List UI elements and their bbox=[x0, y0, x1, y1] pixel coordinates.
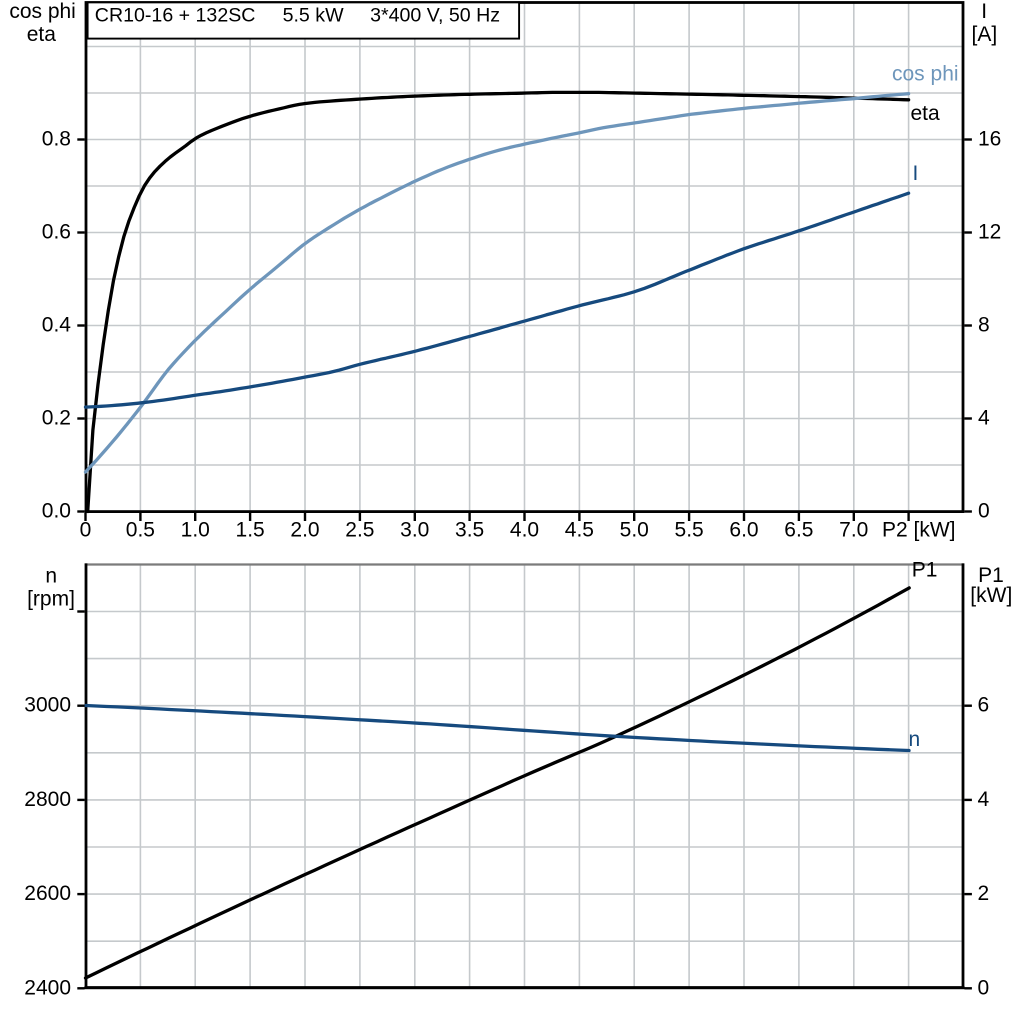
svg-text:3*400 V, 50 Hz: 3*400 V, 50 Hz bbox=[370, 4, 500, 26]
svg-text:0.6: 0.6 bbox=[42, 221, 71, 244]
svg-text:6.5: 6.5 bbox=[784, 518, 813, 541]
svg-text:[rpm]: [rpm] bbox=[27, 588, 75, 611]
svg-text:0: 0 bbox=[978, 500, 990, 523]
svg-text:I: I bbox=[981, 0, 987, 23]
svg-text:2.5: 2.5 bbox=[345, 518, 374, 541]
svg-text:0.5: 0.5 bbox=[126, 518, 155, 541]
svg-text:cos phi: cos phi bbox=[9, 0, 76, 23]
svg-text:n: n bbox=[45, 565, 57, 588]
svg-text:4.0: 4.0 bbox=[510, 518, 539, 541]
svg-text:0.0: 0.0 bbox=[42, 500, 71, 523]
svg-text:I: I bbox=[913, 162, 919, 185]
svg-text:5.5: 5.5 bbox=[675, 518, 704, 541]
svg-text:n: n bbox=[909, 728, 921, 751]
svg-text:2400: 2400 bbox=[24, 976, 71, 999]
svg-text:16: 16 bbox=[978, 128, 1001, 151]
svg-text:6: 6 bbox=[978, 694, 990, 717]
svg-text:[kW]: [kW] bbox=[970, 584, 1012, 607]
svg-text:eta: eta bbox=[911, 102, 941, 125]
svg-text:0.4: 0.4 bbox=[42, 314, 72, 337]
svg-text:P1: P1 bbox=[912, 559, 938, 582]
svg-text:1.5: 1.5 bbox=[236, 518, 265, 541]
svg-text:0.2: 0.2 bbox=[42, 407, 71, 430]
svg-text:2800: 2800 bbox=[24, 788, 71, 811]
svg-text:cos phi: cos phi bbox=[892, 63, 959, 86]
svg-text:4: 4 bbox=[978, 788, 990, 811]
svg-text:2600: 2600 bbox=[24, 882, 71, 905]
svg-text:1.0: 1.0 bbox=[181, 518, 210, 541]
svg-text:5.5 kW: 5.5 kW bbox=[283, 4, 344, 26]
svg-text:P1: P1 bbox=[978, 564, 1004, 587]
svg-text:2: 2 bbox=[978, 882, 990, 905]
svg-text:[A]: [A] bbox=[972, 23, 998, 46]
svg-text:12: 12 bbox=[978, 221, 1001, 244]
svg-text:4: 4 bbox=[978, 407, 990, 430]
svg-text:7.0: 7.0 bbox=[839, 518, 868, 541]
svg-text:6.0: 6.0 bbox=[729, 518, 758, 541]
svg-text:CR10-16 + 132SC: CR10-16 + 132SC bbox=[95, 4, 256, 26]
svg-text:P2 [kW]: P2 [kW] bbox=[882, 518, 956, 541]
svg-text:eta: eta bbox=[27, 23, 57, 46]
svg-text:5.0: 5.0 bbox=[620, 518, 649, 541]
svg-text:2.0: 2.0 bbox=[290, 518, 319, 541]
svg-text:3.0: 3.0 bbox=[400, 518, 429, 541]
svg-text:0.8: 0.8 bbox=[42, 128, 71, 151]
svg-text:8: 8 bbox=[978, 314, 990, 337]
svg-text:3000: 3000 bbox=[24, 694, 71, 717]
svg-text:0: 0 bbox=[978, 976, 990, 999]
svg-text:3.5: 3.5 bbox=[455, 518, 484, 541]
svg-text:4.5: 4.5 bbox=[565, 518, 594, 541]
svg-text:0: 0 bbox=[80, 518, 92, 541]
